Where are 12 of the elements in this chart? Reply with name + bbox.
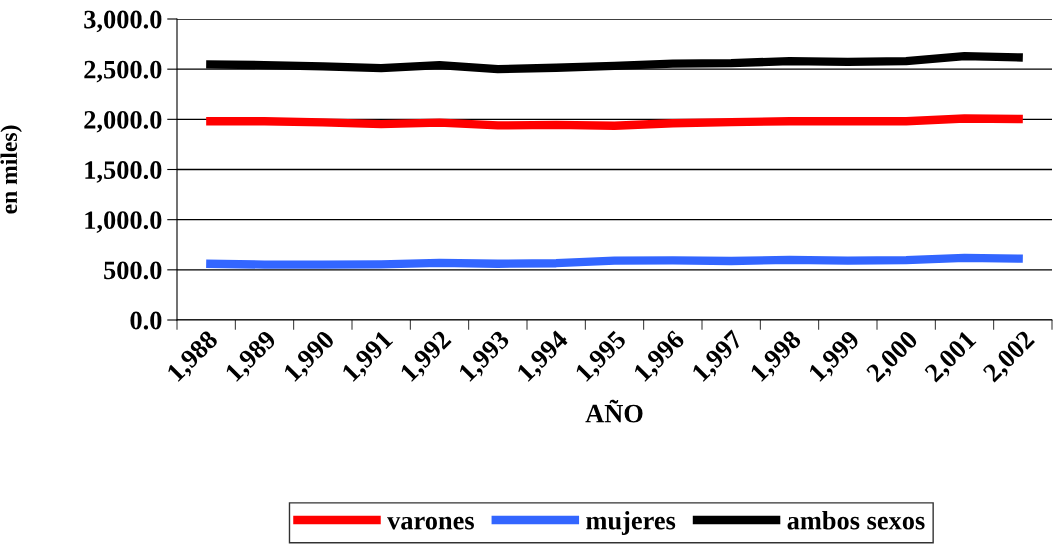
y-tick-label: 2,000.0 xyxy=(84,110,162,133)
y-tick-label: 3,000.0 xyxy=(84,10,162,33)
y-tick-label: 2,500.0 xyxy=(84,60,162,83)
legend-label: ambos sexos xyxy=(787,510,925,530)
y-tick-label: 500.0 xyxy=(104,261,162,280)
y-tick-label: 1,000.0 xyxy=(85,211,162,233)
y-tick-label: 0.0 xyxy=(130,311,162,330)
x-axis-title: AÑO xyxy=(585,399,643,423)
y-tick-label: 1,500.0 xyxy=(85,161,162,183)
legend-label: varones xyxy=(387,516,474,530)
y-axis-title: en miles) xyxy=(0,125,22,214)
legend-label: mujeres xyxy=(586,510,676,535)
